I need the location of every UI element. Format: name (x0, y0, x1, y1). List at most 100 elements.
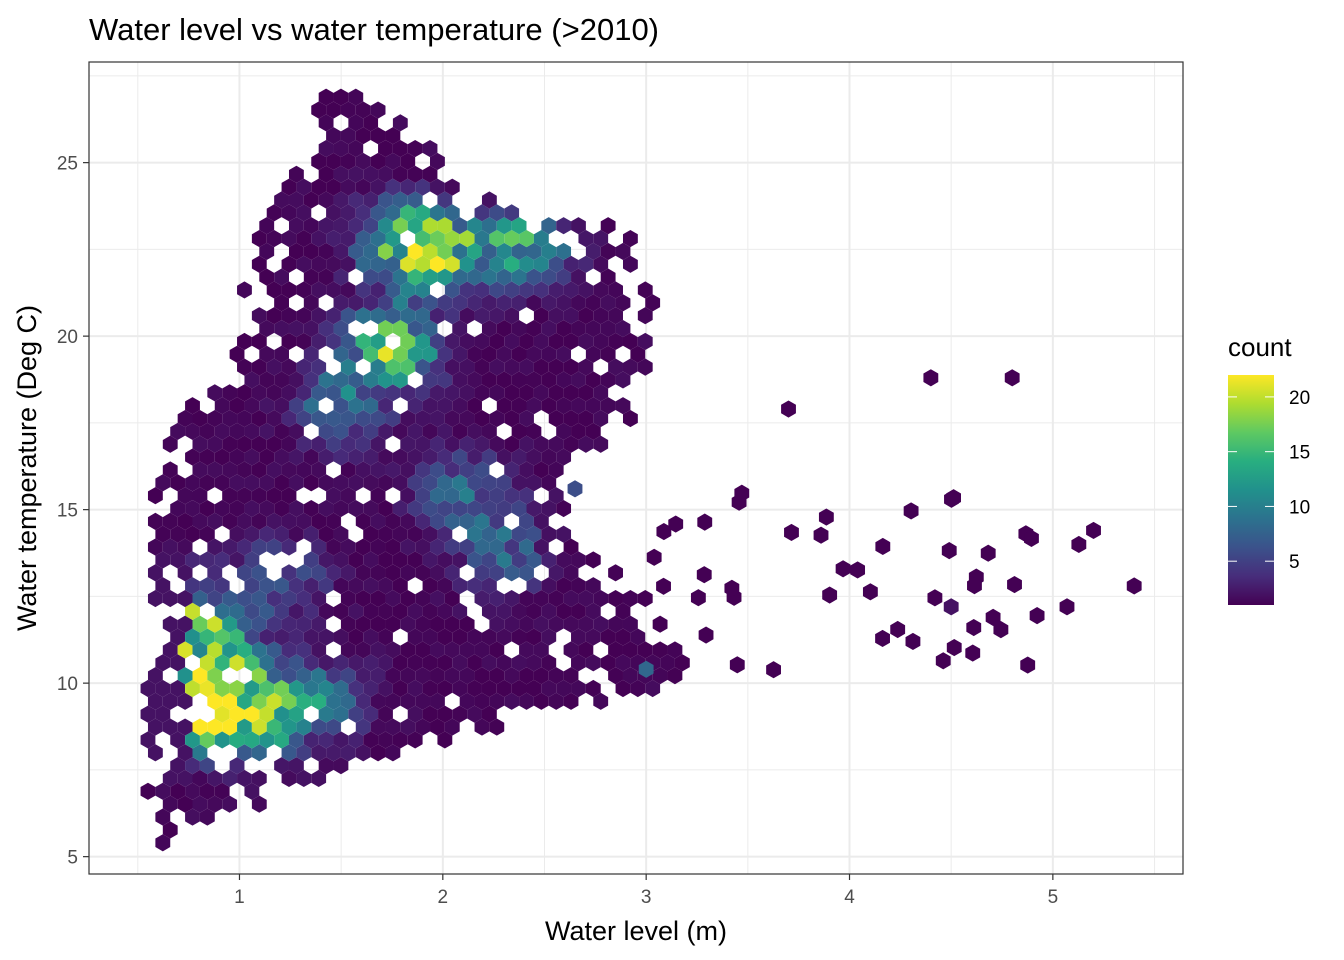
hexbin-cell (415, 615, 431, 633)
hexbin-cell (593, 692, 609, 710)
hexbin-cell (214, 705, 230, 723)
hexbin-cell (571, 679, 586, 698)
hexbin-cell (199, 551, 215, 569)
hexbin-cell (251, 435, 267, 453)
hexbin-cell (556, 448, 572, 466)
hexbin-cell (214, 499, 230, 518)
hexbin-cell (474, 641, 490, 659)
hexbin-cell (437, 242, 453, 260)
hexbin-cell (430, 307, 445, 325)
hexbin-cell (340, 564, 356, 582)
hexbin-cell (318, 602, 334, 620)
hexbin-cell (519, 281, 534, 299)
hexbin-cell (340, 127, 356, 145)
hexbin-cell (140, 731, 156, 749)
hexbin-cell (533, 384, 549, 402)
hexbin-cell (207, 667, 223, 685)
hexbin-cell (348, 577, 364, 595)
hexbin-cell (147, 718, 163, 736)
hexbin-cell (311, 152, 327, 170)
hexbin-cell (340, 692, 356, 710)
hexbin-cell (340, 615, 356, 633)
hexbin-cell (481, 268, 497, 286)
hexbin-cell (519, 358, 534, 376)
hexbin-cell (407, 628, 423, 646)
hexbin-cell (526, 499, 542, 518)
hexbin-cell (965, 644, 981, 662)
hexbin-cell (496, 499, 512, 518)
hexbin-cell (407, 165, 423, 183)
hexbin-cell (600, 628, 616, 646)
hexbin-cell (244, 577, 260, 595)
hexbin-cell (637, 641, 653, 659)
hexbin-cell (835, 560, 851, 578)
hexbin-cell (504, 435, 520, 453)
hexbin-cell (378, 397, 393, 415)
hexbin-cell (155, 525, 171, 543)
hexbin-cell (407, 345, 423, 363)
hexbin-cell (600, 319, 616, 338)
hexbin-cell (333, 191, 349, 209)
hexbin-cell (288, 602, 304, 620)
hexbin-cell (229, 474, 245, 492)
hexbin-cell (363, 525, 379, 543)
hexbin-cell (467, 448, 482, 466)
hexbin-cell (281, 332, 297, 350)
hexbin-cell (422, 422, 438, 440)
legend-tick-label: 20 (1289, 388, 1310, 409)
hexbin-cell (340, 307, 356, 325)
hexbin-cell (556, 602, 572, 620)
hexbin-cell (511, 268, 527, 286)
hexbin-cell (519, 667, 534, 685)
hexbin-cell (274, 448, 289, 466)
hexbin-cell (593, 281, 609, 299)
hexbin-cell (333, 757, 349, 775)
hexbin-cell (526, 319, 542, 338)
hexbin-cell (363, 268, 379, 286)
hexbin-cell (474, 564, 490, 582)
hexbin-cell (288, 397, 304, 415)
hexbin-cell (266, 461, 282, 479)
hexbin-cell (511, 371, 527, 389)
hexbin-cell (392, 217, 408, 235)
hexbin-cell (496, 294, 512, 312)
hexbin-cell (526, 242, 542, 260)
hexbin-cell (281, 435, 297, 453)
hexbin-cell (318, 140, 334, 158)
hexbin-cell (222, 795, 238, 813)
hexbin-cell (481, 242, 497, 260)
hexbin-cell (474, 435, 490, 453)
hexbin-cells (140, 88, 1142, 852)
hexbin-cell (511, 602, 527, 620)
hexbin-cell (392, 114, 408, 132)
hexbin-cell (563, 255, 579, 273)
hexbin-cell (266, 409, 282, 428)
hexbin-cell (274, 757, 289, 775)
hexbin-cell (459, 692, 475, 710)
hexbin-cell (266, 512, 282, 530)
hexbin-cell (943, 598, 959, 616)
hexbin-cell (563, 358, 579, 376)
hexbin-cell (578, 615, 594, 633)
hexbin-cell (363, 602, 379, 620)
hexbin-cell (348, 551, 364, 569)
hexbin-cell (333, 474, 349, 492)
hexbin-cell (363, 731, 379, 749)
hexbin-cell (511, 499, 527, 518)
hexbin-cell (385, 358, 401, 376)
hexbin-cell (199, 577, 215, 595)
hexbin-cell (519, 615, 534, 633)
hexbin-cell (311, 178, 327, 196)
hexbin-cell (355, 461, 371, 479)
hexbin-cell (281, 178, 297, 196)
hexbin-cell (415, 667, 431, 685)
hexbin-cell (459, 487, 475, 505)
hexbin-cell (400, 204, 416, 222)
hexbin-cell (363, 294, 379, 312)
hexbin-cell (333, 577, 349, 595)
hexbin-cell (541, 217, 557, 235)
hexbin-cell (251, 461, 267, 479)
hexbin-cell (444, 512, 460, 530)
hexbin-cell (600, 294, 616, 312)
hexbin-cell (452, 551, 468, 569)
